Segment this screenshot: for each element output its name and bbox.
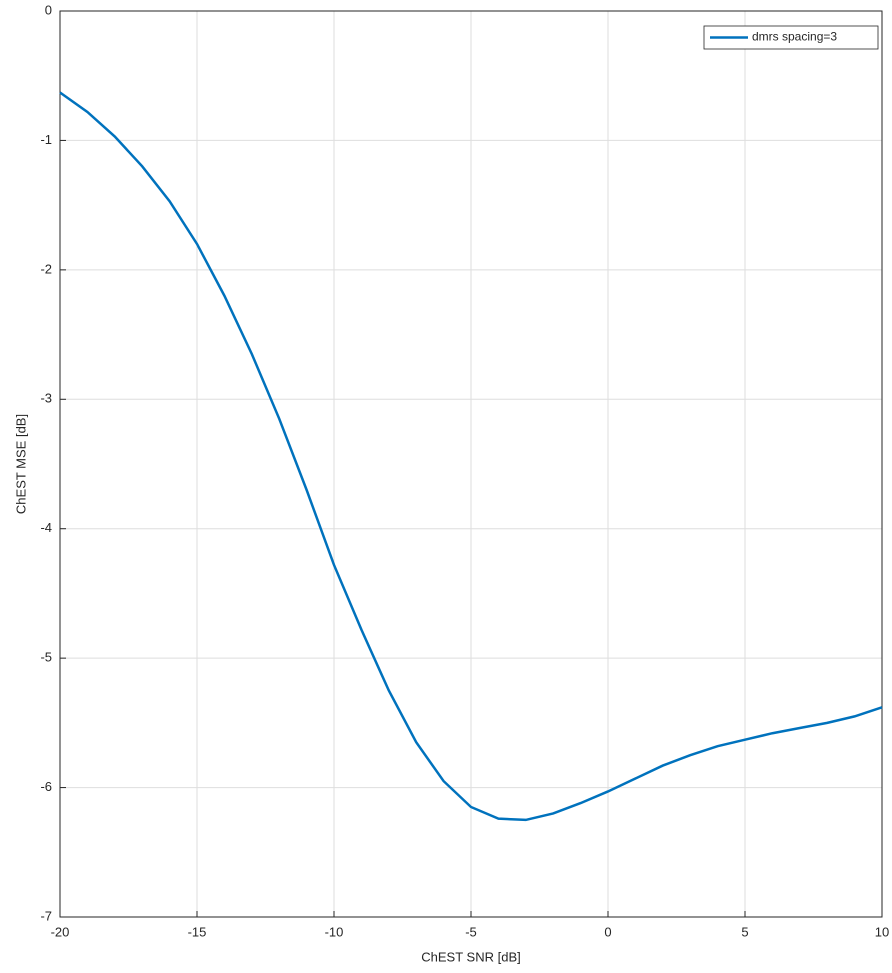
x-tick-label: -15 <box>188 924 207 939</box>
x-tick-label: -20 <box>51 924 70 939</box>
y-tick-label: 0 <box>45 2 52 17</box>
plot-frame <box>59 10 883 918</box>
x-axis-label: ChEST SNR [dB] <box>421 949 520 964</box>
y-tick-label: -1 <box>40 132 52 147</box>
y-tick-label: -5 <box>40 650 52 665</box>
x-tick-label: 5 <box>741 924 748 939</box>
y-tick-label: -4 <box>40 520 52 535</box>
x-tick-label: 10 <box>875 924 889 939</box>
y-tick-label: -6 <box>40 779 52 794</box>
y-tick-label: -7 <box>40 908 52 923</box>
legend-box <box>703 25 879 50</box>
y-tick-label: -3 <box>40 391 52 406</box>
x-tick-label: -5 <box>465 924 477 939</box>
legend-label: dmrs spacing=3 <box>752 30 837 44</box>
data-line <box>59 91 883 822</box>
y-axis-label: ChEST MSE [dB] <box>13 414 28 514</box>
x-tick-label: 0 <box>604 924 611 939</box>
x-tick-label: -10 <box>325 924 344 939</box>
y-tick-label: -2 <box>40 261 52 276</box>
